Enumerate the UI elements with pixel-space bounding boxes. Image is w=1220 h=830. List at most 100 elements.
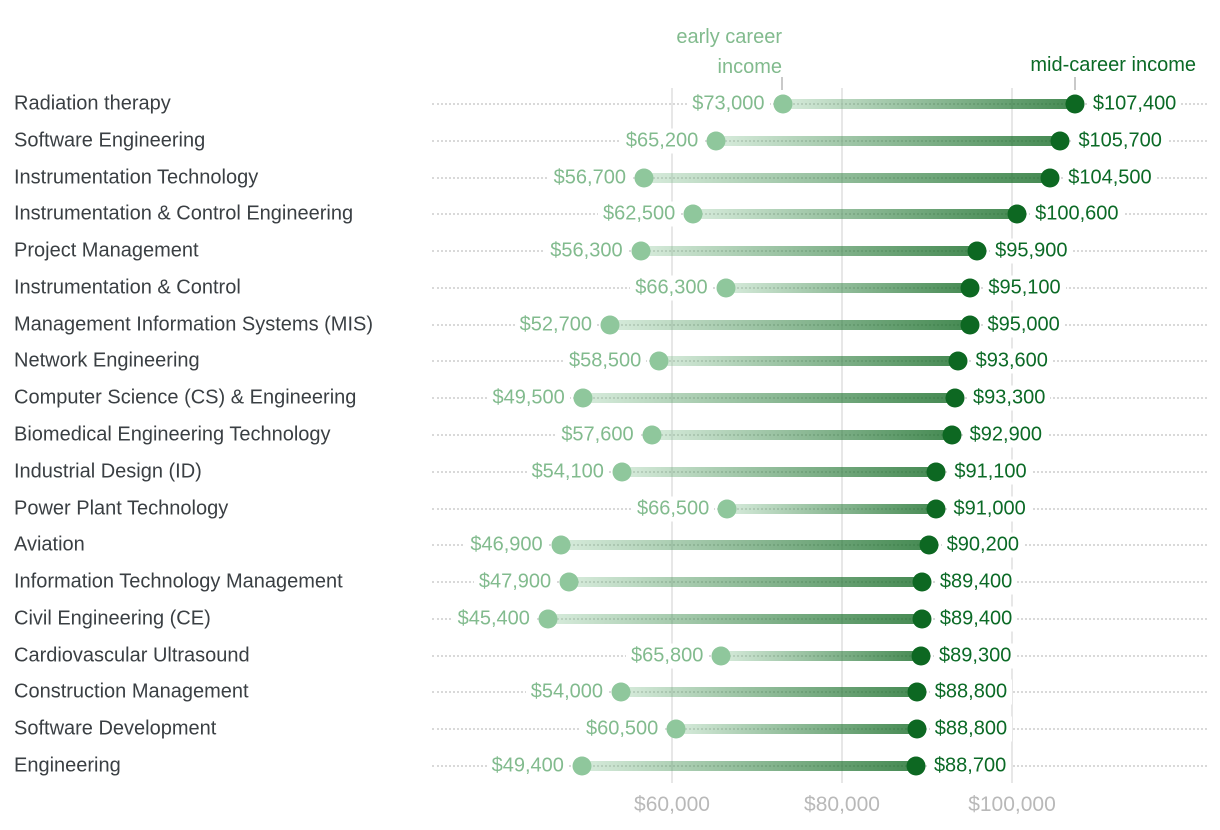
mid-income-value: $89,400 <box>934 569 1018 595</box>
income-range-bar <box>727 503 936 514</box>
early-income-dot[interactable] <box>538 609 558 629</box>
x-axis-tick-label: $60,000 <box>634 793 710 816</box>
income-range-bar <box>651 430 952 441</box>
early-income-dot[interactable] <box>572 756 592 776</box>
income-range-bar <box>547 613 922 624</box>
category-label: Construction Management <box>14 680 249 703</box>
mid-income-value: $95,000 <box>982 312 1065 338</box>
category-label: Engineering <box>14 754 121 777</box>
mid-income-dot[interactable] <box>1050 131 1070 151</box>
category-label: Instrumentation & Control Engineering <box>14 202 354 225</box>
x-axis-tick-label: $80,000 <box>804 793 880 816</box>
mid-income-dot[interactable] <box>942 425 962 445</box>
mid-income-dot[interactable] <box>919 535 939 555</box>
early-income-dot[interactable] <box>773 94 792 114</box>
category-label: Project Management <box>14 239 199 262</box>
early-income-dot[interactable] <box>683 204 703 224</box>
early-income-dot[interactable] <box>717 499 737 519</box>
early-income-dot[interactable] <box>706 131 726 151</box>
early-income-dot[interactable] <box>612 462 632 482</box>
chart-row: Instrumentation & Control Engineering $62… <box>0 196 1220 233</box>
category-label: Industrial Design (ID) <box>14 460 202 483</box>
category-label: Cardiovascular Ultrasound <box>14 644 250 667</box>
early-income-value: $65,200 <box>620 128 704 154</box>
chart-row: Software Engineering $65,200 $105,700 <box>0 122 1220 159</box>
mid-income-dot[interactable] <box>967 241 987 261</box>
category-label: Instrumentation & Control <box>14 276 241 299</box>
mid-income-dot[interactable] <box>912 609 932 629</box>
early-income-value: $73,000 <box>687 91 770 117</box>
early-income-dot[interactable] <box>716 278 736 298</box>
mid-income-dot[interactable] <box>926 499 945 519</box>
early-income-dot[interactable] <box>649 351 669 371</box>
early-income-value: $65,800 <box>626 643 709 669</box>
category-label: Software Engineering <box>14 129 206 152</box>
mid-income-dot[interactable] <box>907 682 927 702</box>
mid-income-dot[interactable] <box>1007 204 1027 224</box>
mid-income-value: $89,300 <box>934 643 1017 669</box>
income-range-bar <box>640 246 978 257</box>
early-income-value: $56,700 <box>548 165 631 191</box>
chart-row: Network Engineering $58,500 $93,600 <box>0 343 1220 380</box>
income-range-bar <box>782 99 1075 109</box>
chart-row: Aviation $46,900 $90,200 <box>0 527 1220 564</box>
mid-income-dot[interactable] <box>912 572 932 592</box>
legend-tick-early <box>781 77 783 90</box>
chart-row: Project Management $56,300 $95,900 <box>0 233 1220 270</box>
income-range-bar <box>676 724 917 735</box>
early-income-value: $49,400 <box>486 753 569 779</box>
mid-income-value: $91,100 <box>949 459 1032 485</box>
early-income-value: $66,500 <box>631 496 715 522</box>
income-range-bar <box>621 466 937 477</box>
early-income-dot[interactable] <box>611 682 631 702</box>
mid-income-value: $89,400 <box>934 606 1018 632</box>
early-income-dot[interactable] <box>559 572 579 592</box>
mid-income-dot[interactable] <box>960 278 980 298</box>
category-label: Instrumentation Technology <box>14 166 259 189</box>
early-income-value: $60,500 <box>580 716 664 742</box>
early-income-dot[interactable] <box>711 646 731 666</box>
early-income-dot[interactable] <box>642 425 662 445</box>
early-income-value: $47,900 <box>473 569 557 595</box>
income-range-bar <box>643 172 1051 183</box>
category-label: Civil Engineering (CE) <box>14 607 211 630</box>
early-income-value: $49,500 <box>487 385 570 411</box>
income-range-bar <box>569 577 922 588</box>
mid-income-dot[interactable] <box>960 315 979 335</box>
mid-income-value: $95,900 <box>990 238 1073 264</box>
early-income-dot[interactable] <box>551 535 571 555</box>
mid-income-dot[interactable] <box>926 462 946 482</box>
early-income-dot[interactable] <box>634 168 654 188</box>
chart-row: Instrumentation Technology $56,700 $104,50… <box>0 159 1220 196</box>
mid-income-dot[interactable] <box>945 388 965 408</box>
early-income-dot[interactable] <box>573 388 593 408</box>
mid-income-value: $90,200 <box>941 532 1024 558</box>
legend-mid-career-income: mid-career income <box>1030 54 1196 76</box>
mid-income-dot[interactable] <box>906 756 926 776</box>
mid-income-value: $107,400 <box>1087 91 1182 117</box>
mid-income-dot[interactable] <box>948 351 968 371</box>
income-range-bar <box>560 540 929 551</box>
mid-income-value: $93,300 <box>968 385 1051 411</box>
category-label: Aviation <box>14 533 85 556</box>
income-range-bar <box>582 393 956 404</box>
chart-row: Civil Engineering (CE) $45,400 $89,400 <box>0 600 1220 637</box>
mid-income-value: $100,600 <box>1030 201 1124 227</box>
income-range-bar <box>609 319 970 330</box>
early-income-dot[interactable] <box>666 719 686 739</box>
category-label: Network Engineering <box>14 349 200 372</box>
chart-row: Instrumentation & Control $66,300 $95,100 <box>0 269 1220 306</box>
mid-income-dot[interactable] <box>907 719 927 739</box>
legend-early-career-income: early career income <box>676 22 782 82</box>
early-income-dot[interactable] <box>631 241 651 261</box>
mid-income-dot[interactable] <box>1040 168 1060 188</box>
mid-income-dot[interactable] <box>911 646 931 666</box>
category-label: Radiation therapy <box>14 92 171 115</box>
early-income-value: $56,300 <box>545 238 628 264</box>
chart-row: Industrial Design (ID) $54,100 $91,100 <box>0 453 1220 490</box>
mid-income-dot[interactable] <box>1065 94 1085 114</box>
legend-early-line1: early career <box>676 26 782 48</box>
early-income-dot[interactable] <box>600 315 620 335</box>
mid-income-value: $92,900 <box>964 422 1047 448</box>
